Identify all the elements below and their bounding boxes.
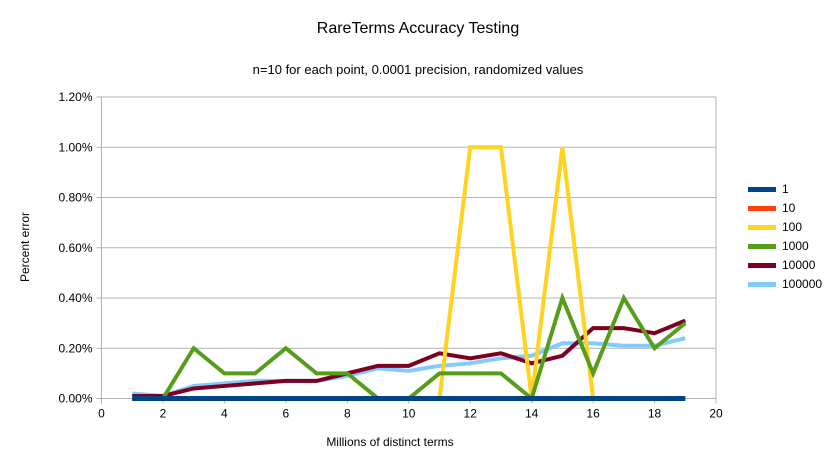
x-tick-label: 0: [98, 407, 105, 421]
legend: 1 10 100 1000 10000 100000: [748, 180, 822, 294]
legend-item-10: 10: [748, 199, 822, 218]
legend-swatch-icon: [748, 263, 776, 268]
x-tick-label: 20: [709, 407, 723, 421]
legend-item-100: 100: [748, 218, 822, 237]
series-line-10000: [132, 318, 687, 398]
x-tick-label: 16: [586, 407, 600, 421]
y-tick-label: 0.60%: [58, 241, 92, 255]
series-line-100: [132, 145, 686, 401]
x-tick-label: 12: [464, 407, 478, 421]
y-tick-label: 0.20%: [58, 341, 92, 355]
y-tick-label: 0.80%: [58, 191, 92, 205]
legend-swatch-icon: [748, 244, 776, 249]
x-tick-label: 2: [160, 407, 167, 421]
x-tick-label: 8: [344, 407, 351, 421]
y-tick-label: 0.00%: [58, 392, 92, 406]
x-tick-label: 6: [283, 407, 290, 421]
series-line-100000: [132, 336, 686, 399]
legend-label: 10000: [782, 258, 816, 272]
legend-swatch-icon: [748, 206, 776, 211]
legend-label: 100: [782, 220, 803, 234]
legend-label: 100000: [782, 277, 823, 291]
chart-title: RareTerms Accuracy Testing: [316, 20, 520, 37]
legend-label: 10: [782, 201, 796, 215]
legend-label: 1: [782, 182, 789, 196]
y-tick-label: 0.40%: [58, 291, 92, 305]
x-tick-label: 18: [648, 407, 662, 421]
chart-subtitle: n=10 for each point, 0.0001 precision, r…: [252, 62, 584, 77]
y-tick-label: 1.20%: [58, 90, 92, 104]
x-tick-label: 10: [402, 407, 416, 421]
y-axis-title: Percent error: [18, 211, 32, 283]
y-tick-label: 1.00%: [58, 140, 92, 154]
x-tick-label: 4: [221, 407, 228, 421]
legend-item-10000: 10000: [748, 256, 822, 275]
x-axis-title: Millions of distinct terms: [326, 435, 454, 449]
x-tick-label: 14: [525, 407, 539, 421]
legend-swatch-icon: [748, 282, 776, 287]
legend-swatch-icon: [748, 225, 776, 230]
legend-swatch-icon: [748, 187, 776, 192]
legend-item-1: 1: [748, 180, 822, 199]
legend-item-1000: 1000: [748, 237, 822, 256]
legend-label: 1000: [782, 239, 809, 253]
legend-item-100000: 100000: [748, 275, 822, 294]
